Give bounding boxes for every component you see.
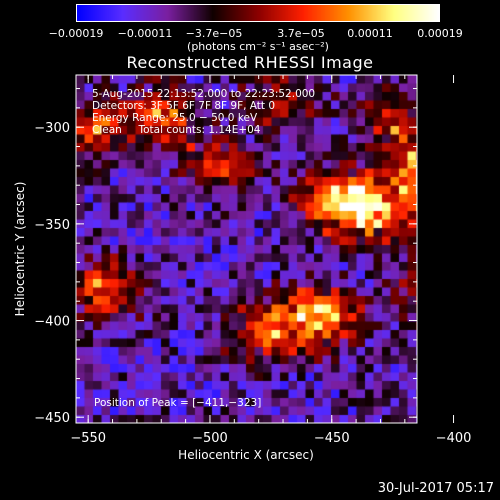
plot-frame — [75, 74, 418, 424]
footer-date: 30‑Jul‑2017 05:17 — [377, 481, 494, 496]
colorbar-units: (photons cm⁻² s⁻¹ asec⁻²) — [187, 40, 329, 53]
colorbar — [76, 4, 440, 22]
y-tick-label: −350 — [34, 218, 70, 233]
annotation-energy-range: Energy Range: 25.0 − 50.0 keV — [92, 112, 258, 124]
x-tick-label: −500 — [192, 431, 228, 446]
colorbar-tick-label: −3.7e−05 — [185, 27, 243, 40]
colorbar-tick-label: 0.00011 — [347, 27, 393, 40]
colorbar-tick-label: 3.7e−05 — [277, 27, 325, 40]
y-tick-label: −300 — [34, 121, 70, 136]
x-tick-label: −550 — [70, 431, 106, 446]
y-axis-label: Heliocentric Y (arcsec) — [13, 181, 27, 317]
y-tick-label: −400 — [34, 315, 70, 330]
annotation-time-range: 5‑Aug‑2015 22:13:52.000 to 22:23:52.000 — [92, 88, 316, 100]
chart-title: Reconstructed RHESSI Image — [126, 53, 374, 72]
colorbar-ticks: −0.00019 −0.00011 −3.7e−05 3.7e−05 0.00011 0.… — [0, 0, 500, 40]
colorbar-tick-label: −0.00011 — [117, 27, 173, 40]
colorbar-tick-label: 0.00019 — [417, 27, 463, 40]
annotation-detectors: Detectors: 3F 5F 6F 7F 8F 9F, Att 0 — [92, 100, 276, 112]
heatmap-image — [76, 75, 417, 423]
x-tick-label: −400 — [436, 431, 472, 446]
x-axis-label: Heliocentric X (arcsec) — [178, 448, 314, 462]
y-tick-label: −450 — [34, 411, 70, 426]
annotation-peak-position: Position of Peak = [−411,−323] — [94, 397, 262, 409]
x-tick-label: −450 — [314, 431, 350, 446]
annotation-clean-counts: Clean Total counts: 1.14E+04 — [92, 124, 261, 136]
colorbar-tick-label: −0.00019 — [48, 27, 104, 40]
